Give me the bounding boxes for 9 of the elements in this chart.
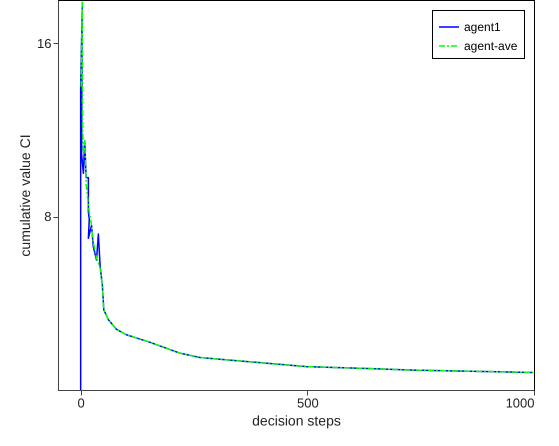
y-tick-label: 16 bbox=[37, 36, 52, 51]
y-axis-title: cumulative value CI bbox=[17, 134, 34, 257]
y-tick-label: 8 bbox=[44, 209, 52, 224]
legend-label: agent-ave bbox=[464, 39, 518, 53]
x-tick-label: 1000 bbox=[506, 396, 534, 410]
x-tick-label: 500 bbox=[296, 396, 319, 410]
x-axis-title: decision steps bbox=[252, 412, 341, 428]
x-tick-label: 0 bbox=[78, 396, 85, 410]
legend-label: agent1 bbox=[464, 20, 502, 34]
